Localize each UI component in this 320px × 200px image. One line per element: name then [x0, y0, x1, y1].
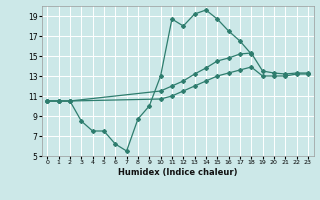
- X-axis label: Humidex (Indice chaleur): Humidex (Indice chaleur): [118, 168, 237, 177]
